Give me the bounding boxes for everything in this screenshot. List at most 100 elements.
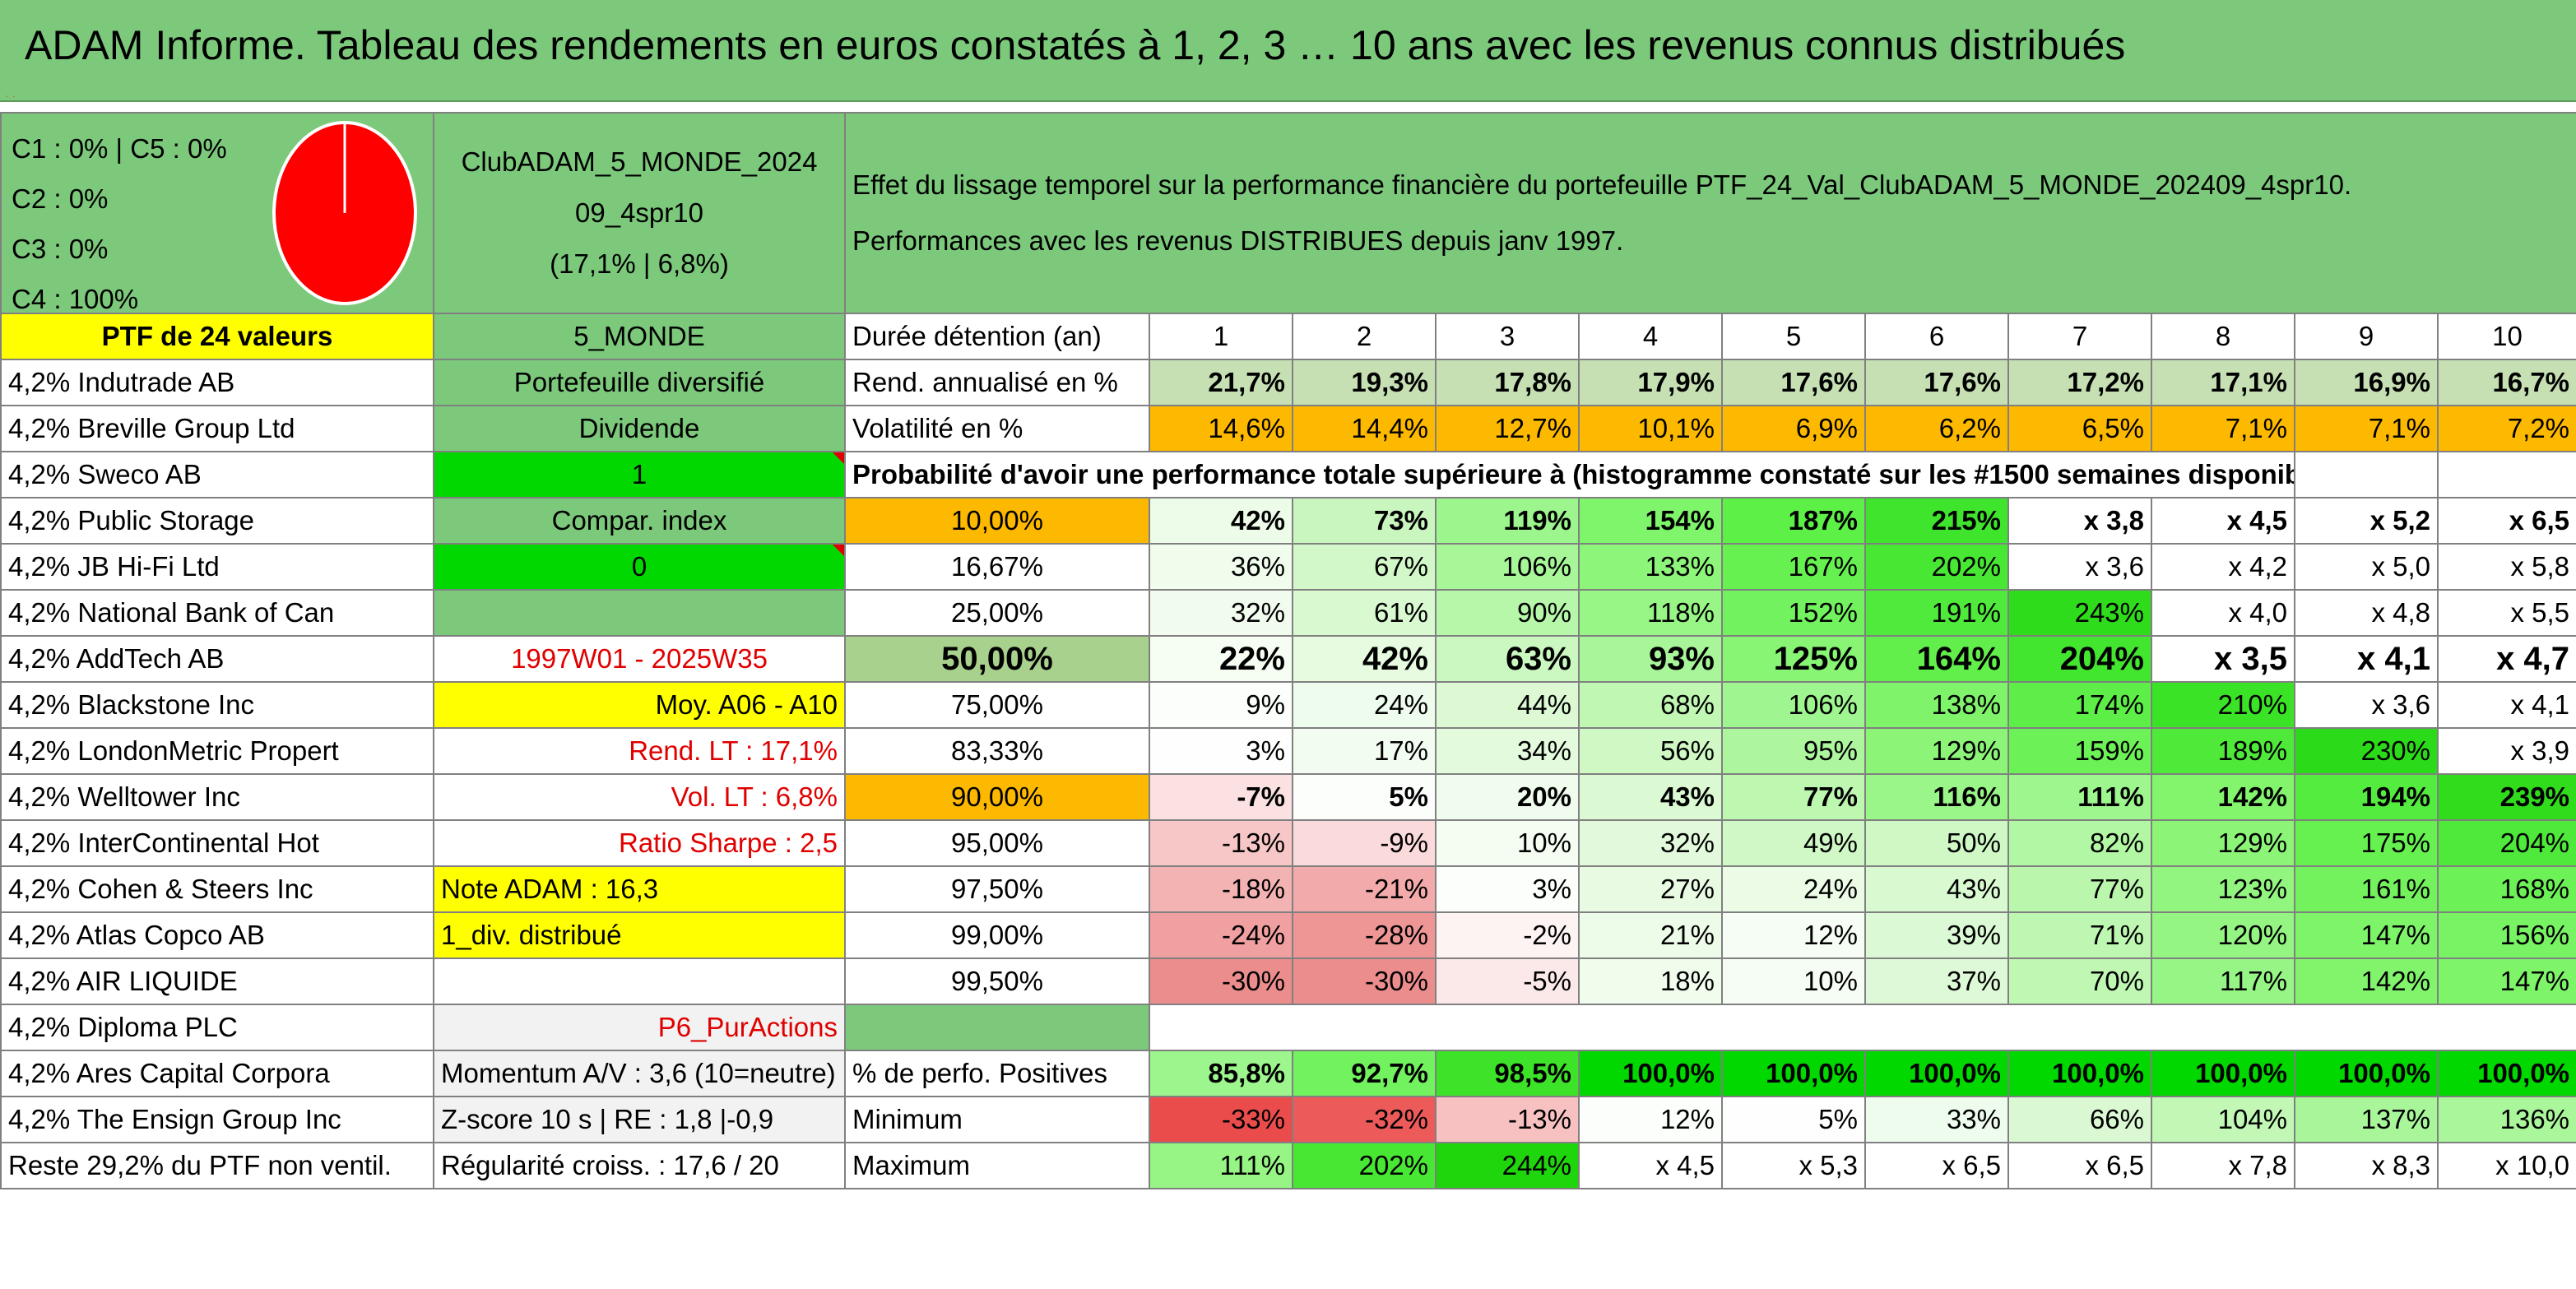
holding-row: 4,2% National Bank of Can bbox=[0, 589, 434, 637]
prob-value: x 6,5 bbox=[2436, 497, 2576, 545]
pos-value: 100,0% bbox=[2294, 1050, 2439, 1097]
prob-percentile: 90,00% bbox=[844, 773, 1150, 821]
prob-value: 32% bbox=[1149, 589, 1293, 637]
prob-value: 106% bbox=[1721, 681, 1866, 729]
vol-value: 6,9% bbox=[1721, 405, 1866, 452]
rend-lt: Rend. LT : 17,1% bbox=[433, 727, 846, 775]
rend-value: 17,6% bbox=[1864, 359, 2009, 406]
vol-lt: Vol. LT : 6,8% bbox=[433, 773, 846, 821]
prob-value: -13% bbox=[1149, 819, 1293, 867]
prob-value: 24% bbox=[1292, 681, 1437, 729]
prob-value: 129% bbox=[1864, 727, 2009, 775]
prob-value: 174% bbox=[2007, 681, 2152, 729]
moy-range: Moy. A06 - A10 bbox=[433, 681, 846, 729]
prob-value: 73% bbox=[1292, 497, 1437, 545]
note-adam: Note ADAM : 16,3 bbox=[433, 865, 846, 913]
prob-value: 49% bbox=[1721, 819, 1866, 867]
min-value: -32% bbox=[1292, 1096, 1437, 1143]
rend-value: 19,3% bbox=[1292, 359, 1437, 406]
div-distribue: 1_div. distribué bbox=[433, 911, 846, 959]
max-value: x 6,5 bbox=[2007, 1142, 2152, 1189]
prob-value: 3% bbox=[1435, 865, 1580, 913]
max-value: x 4,5 bbox=[1578, 1142, 1723, 1189]
year-5: 5 bbox=[1721, 313, 1866, 360]
sharpe-ratio: Ratio Sharpe : 2,5 bbox=[433, 819, 846, 867]
holding-row: 4,2% Sweco AB bbox=[0, 451, 434, 498]
prob-value: x 4,2 bbox=[2151, 543, 2295, 591]
prob-value: 168% bbox=[2436, 865, 2576, 913]
holding-row: 4,2% Public Storage bbox=[0, 497, 434, 545]
prob-value: 204% bbox=[2436, 819, 2576, 867]
min-value: 33% bbox=[1864, 1096, 2009, 1143]
rend-value: 17,9% bbox=[1578, 359, 1723, 406]
max-value: x 7,8 bbox=[2151, 1142, 2295, 1189]
prob-value: 125% bbox=[1721, 635, 1866, 683]
holding-row: 4,2% LondonMetric Propert bbox=[0, 727, 434, 775]
prob-value: 142% bbox=[2294, 957, 2439, 1005]
holding-row: Reste 29,2% du PTF non ventil. bbox=[0, 1142, 434, 1189]
prob-value: x 4,0 bbox=[2151, 589, 2295, 637]
holding-row: 4,2% Welltower Inc bbox=[0, 773, 434, 821]
prob-percentile: 75,00% bbox=[844, 681, 1150, 729]
prob-value: 21% bbox=[1578, 911, 1723, 959]
prob-value: 12% bbox=[1721, 911, 1866, 959]
max-value: 244% bbox=[1435, 1142, 1580, 1189]
prob-value: 230% bbox=[2294, 727, 2439, 775]
prob-label: Probabilité d'avoir une performance tota… bbox=[844, 451, 2295, 498]
prob-value: 10% bbox=[1435, 819, 1580, 867]
empty-cell bbox=[433, 957, 846, 1005]
zone-label: 5_MONDE bbox=[433, 313, 846, 360]
vol-label: Volatilité en % bbox=[844, 405, 1150, 452]
prob-value: 239% bbox=[2436, 773, 2576, 821]
period-range: 1997W01 - 2025W35 bbox=[433, 635, 846, 683]
prob-value: 159% bbox=[2007, 727, 2152, 775]
prob-value: 106% bbox=[1435, 543, 1580, 591]
prob-value: 32% bbox=[1578, 819, 1723, 867]
holding-row: 4,2% Blackstone Inc bbox=[0, 681, 434, 729]
alloc-c1-c5: C1 : 0% | C5 : 0% bbox=[12, 133, 227, 164]
prob-value: 147% bbox=[2436, 957, 2576, 1005]
rend-value: 16,9% bbox=[2294, 359, 2439, 406]
year-9: 9 bbox=[2294, 313, 2439, 360]
min-value: 12% bbox=[1578, 1096, 1723, 1143]
prob-value: 93% bbox=[1578, 635, 1723, 683]
prob-value: 161% bbox=[2294, 865, 2439, 913]
pos-value: 100,0% bbox=[2007, 1050, 2152, 1097]
prob-value: 43% bbox=[1864, 865, 2009, 913]
prob-value: x 3,6 bbox=[2007, 543, 2152, 591]
income-type: Dividende bbox=[433, 405, 846, 452]
prob-value: 120% bbox=[2151, 911, 2295, 959]
prob-percentile: 95,00% bbox=[844, 819, 1150, 867]
year-7: 7 bbox=[2007, 313, 2152, 360]
prob-value: x 4,5 bbox=[2151, 497, 2295, 545]
prob-value: 147% bbox=[2294, 911, 2439, 959]
prob-value: -30% bbox=[1292, 957, 1437, 1005]
vol-value: 6,2% bbox=[1864, 405, 2009, 452]
prob-value: 24% bbox=[1721, 865, 1866, 913]
compar-index: Compar. index bbox=[433, 497, 846, 545]
z-score: Z-score 10 s | RE : 1,8 |-0,9 bbox=[433, 1096, 846, 1143]
prob-value: 123% bbox=[2151, 865, 2295, 913]
portfolio-stats: (17,1% | 6,8%) bbox=[550, 248, 729, 279]
empty-cell bbox=[2436, 451, 2576, 498]
rend-value: 17,1% bbox=[2151, 359, 2295, 406]
pos-value: 92,7% bbox=[1292, 1050, 1437, 1097]
pos-value: 85,8% bbox=[1149, 1050, 1293, 1097]
title-marks: · · bbox=[5, 89, 16, 102]
prob-value: 71% bbox=[2007, 911, 2152, 959]
min-value: -13% bbox=[1435, 1096, 1580, 1143]
flag-value-0: 0 bbox=[433, 543, 846, 591]
prob-value: 156% bbox=[2436, 911, 2576, 959]
holding-row: 4,2% JB Hi-Fi Ltd bbox=[0, 543, 434, 591]
prob-value: 154% bbox=[1578, 497, 1723, 545]
max-label: Maximum bbox=[844, 1142, 1150, 1189]
prob-value: 20% bbox=[1435, 773, 1580, 821]
title-bar: ADAM Informe. Tableau des rendements en … bbox=[0, 0, 2576, 102]
prob-value: 17% bbox=[1292, 727, 1437, 775]
max-value: x 5,3 bbox=[1721, 1142, 1866, 1189]
min-value: 5% bbox=[1721, 1096, 1866, 1143]
rend-value: 16,7% bbox=[2436, 359, 2576, 406]
allocation-pie-icon bbox=[272, 121, 417, 305]
year-10: 10 bbox=[2436, 313, 2576, 360]
